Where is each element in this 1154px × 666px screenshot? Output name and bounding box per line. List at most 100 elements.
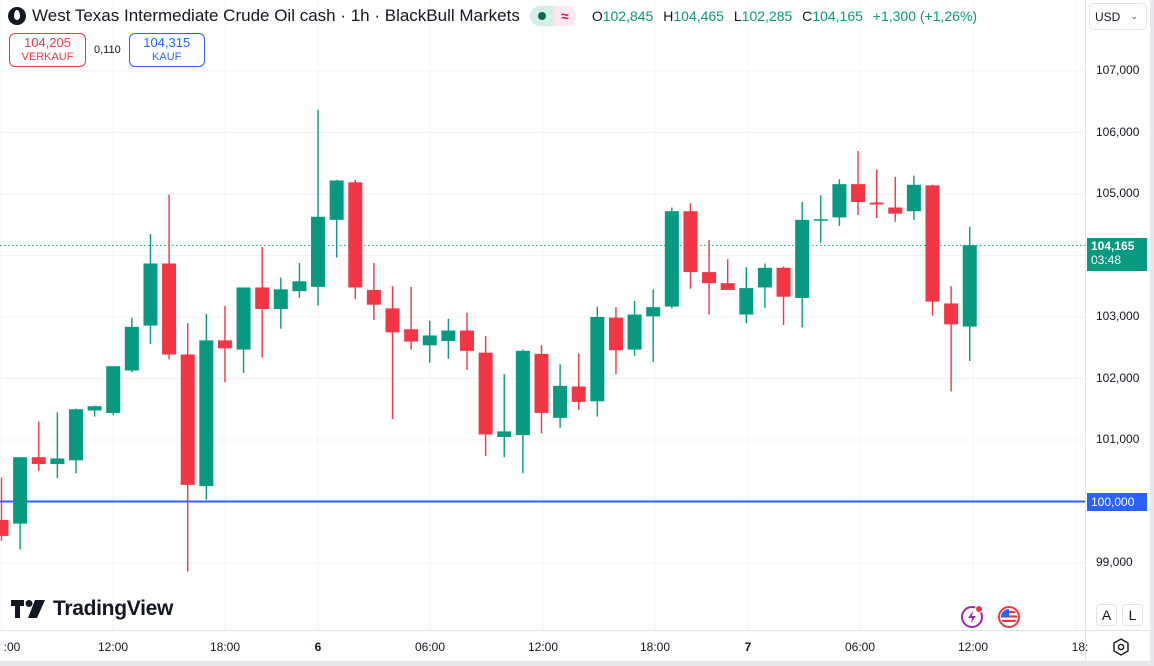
price-axis-label: 105,000 — [1096, 186, 1140, 200]
candle[interactable] — [422, 320, 437, 363]
candle[interactable] — [441, 318, 456, 359]
auto-scale-button[interactable]: A — [1096, 604, 1117, 626]
candle[interactable] — [385, 286, 400, 420]
candle[interactable] — [813, 195, 828, 243]
low-label: L — [733, 8, 742, 24]
tradingview-logo[interactable]: TradingView — [11, 597, 173, 621]
symbol-title[interactable]: West Texas Intermediate Crude Oil cash ·… — [32, 6, 520, 25]
candle[interactable] — [944, 286, 959, 392]
buy-label: KAUF — [152, 51, 182, 63]
candle[interactable] — [199, 313, 214, 500]
currency-value: USD — [1095, 9, 1121, 24]
candle[interactable] — [31, 421, 46, 471]
candle[interactable] — [217, 305, 232, 383]
candle[interactable] — [962, 226, 977, 361]
candle[interactable] — [348, 179, 363, 300]
candle[interactable] — [50, 412, 65, 479]
candle[interactable] — [478, 336, 493, 456]
candle[interactable] — [776, 266, 791, 325]
candle[interactable] — [366, 262, 381, 321]
candle[interactable] — [739, 267, 754, 324]
candle[interactable] — [460, 312, 474, 370]
time-axis-label: 7 — [744, 640, 752, 654]
candle[interactable] — [236, 287, 251, 373]
candle[interactable] — [590, 306, 605, 417]
countdown-timer: 03:48 — [1091, 253, 1122, 267]
candle[interactable] — [311, 109, 326, 306]
buy-button[interactable]: 104,315 KAUF — [128, 33, 205, 67]
market-open-dot-icon — [529, 6, 554, 26]
sell-price: 104,205 — [24, 35, 71, 50]
close-value: 104,165 — [812, 8, 863, 24]
candle[interactable] — [664, 207, 679, 309]
oil-drop-icon — [8, 7, 26, 25]
right-border — [1150, 0, 1154, 666]
line-price: 100,000 — [1091, 495, 1135, 509]
candle[interactable] — [255, 246, 270, 358]
candle[interactable] — [608, 307, 623, 375]
low-value: 102,285 — [741, 8, 793, 24]
current-price: 104,165 — [1091, 239, 1135, 253]
candle[interactable] — [162, 194, 177, 360]
candle[interactable] — [534, 345, 549, 434]
candle[interactable] — [143, 233, 158, 345]
time-axis-label: 12:00 — [97, 640, 129, 654]
candle[interactable] — [497, 374, 512, 458]
candle[interactable] — [906, 175, 921, 220]
price-axis-label: 99,000 — [1096, 555, 1133, 569]
candle[interactable] — [0, 477, 9, 541]
candle[interactable] — [68, 408, 83, 474]
candle[interactable] — [180, 323, 195, 572]
sell-button[interactable]: 104,205 VERKAUF — [9, 33, 86, 67]
candle[interactable] — [702, 240, 717, 315]
ohlc-values: O102,845 H104,465 L102,285 C104,165 +1,3… — [586, 8, 977, 24]
candle[interactable] — [553, 364, 568, 428]
candle[interactable] — [683, 203, 698, 289]
price-axis-label: 103,000 — [1096, 309, 1140, 323]
candle-series[interactable] — [0, 109, 977, 572]
events-lightning-icon[interactable] — [960, 605, 984, 629]
us-economic-event-flag-icon[interactable] — [997, 605, 1021, 629]
candle[interactable] — [87, 405, 102, 417]
spread-value: 0,110 — [94, 44, 121, 56]
time-axis-label: 18: — [1071, 640, 1089, 654]
buy-price: 104,315 — [143, 35, 191, 50]
time-axis-label: 18:00 — [639, 640, 671, 654]
candle[interactable] — [13, 457, 28, 550]
market-status[interactable]: ≈ — [529, 6, 576, 26]
price-axis-label: 101,000 — [1096, 432, 1140, 446]
candle[interactable] — [888, 176, 903, 222]
candle[interactable] — [869, 169, 884, 218]
candle[interactable] — [329, 179, 344, 258]
candle[interactable] — [646, 289, 661, 362]
close-label: C — [802, 8, 813, 24]
tradingview-mark-icon — [11, 600, 45, 618]
candle[interactable] — [795, 201, 810, 328]
open-label: O — [591, 8, 603, 24]
time-axis-label: :00 — [3, 640, 21, 654]
candle[interactable] — [292, 262, 307, 298]
candle[interactable] — [757, 263, 772, 308]
candle[interactable] — [571, 353, 586, 410]
candle[interactable] — [124, 317, 139, 373]
time-axis-label: 06:00 — [414, 640, 446, 654]
time-axis-label: 6 — [314, 640, 322, 654]
candle[interactable] — [832, 179, 847, 226]
candle[interactable] — [925, 184, 940, 316]
candle[interactable] — [851, 150, 866, 215]
candle[interactable] — [106, 366, 121, 416]
currency-select[interactable]: USD ⌄ — [1089, 3, 1147, 30]
candle[interactable] — [515, 349, 530, 474]
time-axis-label: 12:00 — [957, 640, 989, 654]
candle[interactable] — [720, 259, 735, 290]
time-axis-label: 06:00 — [844, 640, 876, 654]
candle[interactable] — [273, 277, 288, 329]
chart-legend: West Texas Intermediate Crude Oil cash ·… — [8, 4, 977, 28]
candle[interactable] — [627, 301, 642, 356]
log-scale-button[interactable]: L — [1122, 604, 1143, 626]
candle[interactable] — [404, 286, 419, 350]
chart-settings-icon[interactable] — [1112, 638, 1130, 656]
trade-panel: 104,205 VERKAUF 0,110 104,315 KAUF — [9, 33, 205, 67]
horizontal-line-price-tag[interactable]: 100,000 — [1087, 493, 1147, 511]
